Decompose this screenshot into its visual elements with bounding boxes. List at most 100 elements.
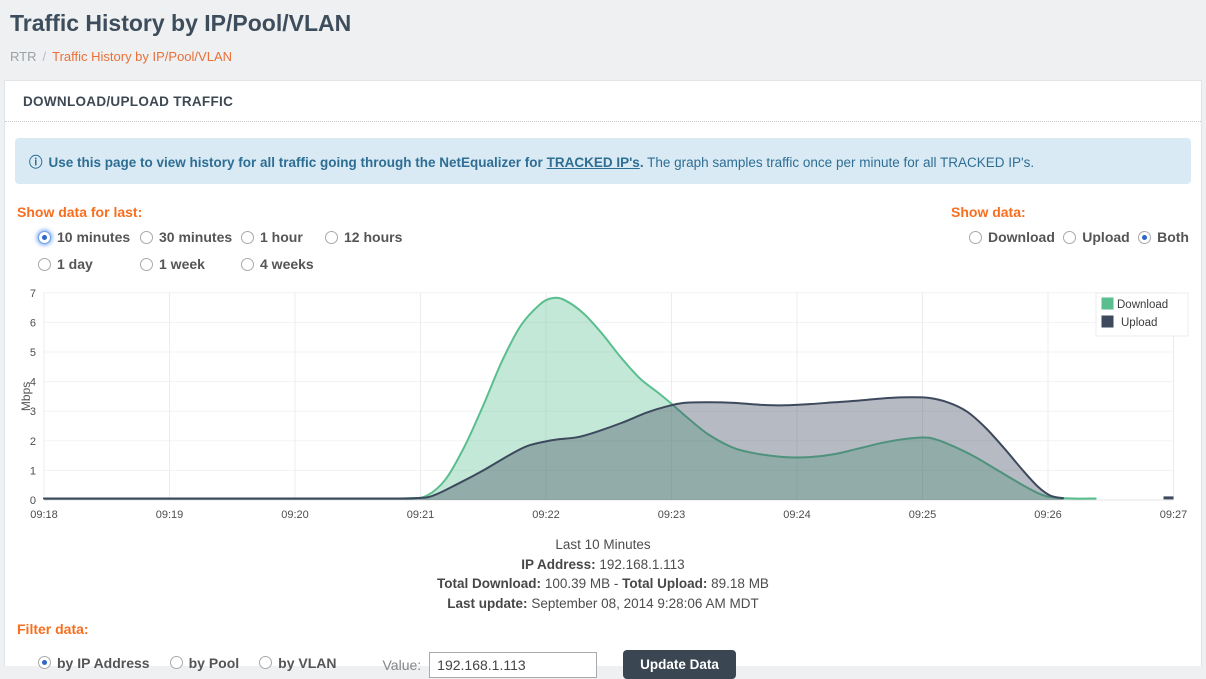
radio-icon[interactable] [38, 656, 51, 670]
radio-filter-by-pool[interactable]: by Pool [169, 654, 240, 671]
radio-icon[interactable] [969, 230, 982, 244]
x-tick-label: 09:25 [909, 509, 937, 521]
total-upload-value: 89.18 MB [711, 576, 769, 591]
radio-icon[interactable] [140, 230, 153, 244]
traffic-chart-svg: 0 1 2 3 4 5 6 7 09:18 09:19 09:20 09:21 09:22 09:23 09… [19, 288, 1189, 521]
direction-group: Show data: Download Upload Both [951, 204, 1189, 272]
main-panel: DOWNLOAD/UPLOAD TRAFFIC ⓘ Use this page t… [4, 80, 1202, 679]
radio-filter-by-ip-address[interactable]: by IP Address [38, 655, 150, 671]
radio-icon[interactable] [259, 656, 273, 670]
y-axis-label: Mbps [19, 382, 33, 411]
y-tick-label: 6 [30, 317, 36, 329]
radio-label: Upload [1082, 229, 1130, 245]
radio-icon[interactable] [1138, 230, 1152, 244]
radio-icon[interactable] [1063, 230, 1077, 244]
filter-value-input[interactable] [429, 651, 598, 678]
x-tick-label: 09:18 [30, 509, 58, 521]
y-tick-label: 1 [30, 465, 36, 477]
radio-direction-download[interactable]: Download [969, 229, 1055, 245]
legend-label-upload: Upload [1121, 317, 1157, 329]
radio-icon[interactable] [140, 257, 153, 271]
period-group-label: Show data for last: [17, 204, 143, 220]
radio-filter-by-vlan[interactable]: by VLAN [259, 654, 337, 671]
caption-totals: Total Download: 100.39 MB - Total Upload… [5, 574, 1201, 594]
radio-icon[interactable] [38, 230, 51, 244]
chart-legend: Download Upload [1095, 292, 1189, 337]
series-area-download [44, 297, 1096, 500]
radio-icon[interactable] [325, 230, 338, 244]
filter-section: Filter data: by IP Address by Pool by VLAN… [5, 613, 1201, 679]
legend-label-download: Download [1117, 299, 1168, 311]
banner-normal-text: The graph samples traffic once per minut… [647, 155, 1035, 170]
radio-label: by Pool [188, 654, 240, 671]
update-data-button[interactable]: Update Data [623, 650, 736, 679]
banner-bold-text: Use this page to view history for all tr… [48, 155, 543, 170]
breadcrumb-separator: / [42, 49, 47, 64]
total-upload-label: Total Upload: [622, 576, 708, 591]
total-download-label: Total Download: [437, 576, 542, 591]
total-download-value: 100.39 MB [544, 576, 611, 591]
radio-icon[interactable] [169, 656, 183, 670]
caption-last-update: Last update: September 08, 2014 9:28:06 … [5, 594, 1201, 614]
radio-icon[interactable] [241, 230, 254, 244]
radio-label: by IP Address [57, 654, 150, 671]
breadcrumb-current[interactable]: Traffic History by IP/Pool/VLAN [52, 49, 233, 64]
radio-period-1-day[interactable]: 1 day [38, 256, 140, 272]
legend-swatch-upload [1101, 315, 1114, 328]
radio-period-1-week[interactable]: 1 week [140, 256, 241, 272]
breadcrumb: RTR / Traffic History by IP/Pool/VLAN [10, 49, 1194, 64]
caption-range: Last 10 Minutes [555, 537, 651, 552]
radio-label: 10 minutes [57, 229, 131, 245]
radio-period-1-hour[interactable]: 1 hour [241, 229, 325, 245]
legend-swatch-download [1101, 297, 1114, 310]
radio-icon[interactable] [38, 257, 51, 271]
period-options: 10 minutes 30 minutes 1 hour 12 hours 1 day 1… [38, 229, 402, 272]
y-tick-label: 0 [30, 495, 36, 507]
info-icon: ⓘ [29, 155, 43, 170]
radio-label: 1 day [57, 256, 93, 272]
radio-period-10-minutes[interactable]: 10 minutes [38, 229, 140, 245]
value-label: Value: [382, 656, 422, 673]
x-tick-label: 09:24 [783, 509, 811, 521]
radio-label: 12 hours [344, 229, 403, 245]
ip-label: IP Address: [521, 556, 596, 572]
x-tick-label: 09:20 [281, 509, 309, 521]
x-tick-label: 09:22 [532, 509, 560, 521]
x-tick-label: 09:19 [156, 509, 184, 521]
radio-period-4-weeks[interactable]: 4 weeks [241, 256, 325, 272]
y-tick-label: 3 [30, 406, 36, 418]
breadcrumb-root[interactable]: RTR [10, 49, 37, 64]
direction-options: Download Upload Both [951, 229, 1189, 245]
x-tick-label: 09:21 [407, 509, 435, 521]
period-group: Show data for last: 10 minutes 30 minutes… [17, 204, 402, 272]
x-tick-label: 09:23 [658, 509, 686, 521]
filter-row: by IP Address by Pool by VLAN Value: Updat… [38, 650, 1189, 679]
filter-group-label: Filter data: [17, 621, 89, 637]
radio-period-30-minutes[interactable]: 30 minutes [140, 229, 241, 245]
panel-header: DOWNLOAD/UPLOAD TRAFFIC [5, 81, 1201, 122]
series-area-upload [44, 397, 1064, 500]
info-banner: ⓘ Use this page to view history for all t… [15, 138, 1191, 184]
radio-label: 1 week [159, 256, 205, 272]
tracked-ips-link[interactable]: TRACKED IP's [546, 155, 640, 170]
traffic-chart: 0 1 2 3 4 5 6 7 09:18 09:19 09:20 09:21 09:22 09:23 09… [18, 286, 1201, 529]
y-tick-label: 5 [30, 347, 36, 359]
ip-value: 192.168.1.113 [599, 556, 685, 572]
controls-row: Show data for last: 10 minutes 30 minutes… [5, 198, 1201, 272]
radio-period-12-hours[interactable]: 12 hours [325, 229, 402, 245]
radio-label: by VLAN [278, 654, 337, 671]
last-update-value: September 08, 2014 9:28:06 AM MDT [531, 595, 759, 611]
radio-direction-upload[interactable]: Upload [1063, 229, 1130, 245]
radio-direction-both[interactable]: Both [1138, 229, 1189, 245]
radio-icon[interactable] [241, 257, 254, 271]
caption-ip: IP Address: 192.168.1.113 [5, 555, 1201, 575]
filter-options: by IP Address by Pool by VLAN [38, 655, 357, 675]
y-tick-label: 2 [30, 436, 36, 448]
radio-label: 4 weeks [260, 256, 314, 272]
radio-label: 1 hour [260, 229, 303, 245]
last-update-label: Last update: [447, 595, 528, 611]
direction-group-label: Show data: [951, 204, 1026, 220]
series-line-upload [43, 396, 1065, 500]
x-tick-label: 09:26 [1034, 509, 1062, 521]
y-tick-label: 4 [30, 377, 36, 389]
